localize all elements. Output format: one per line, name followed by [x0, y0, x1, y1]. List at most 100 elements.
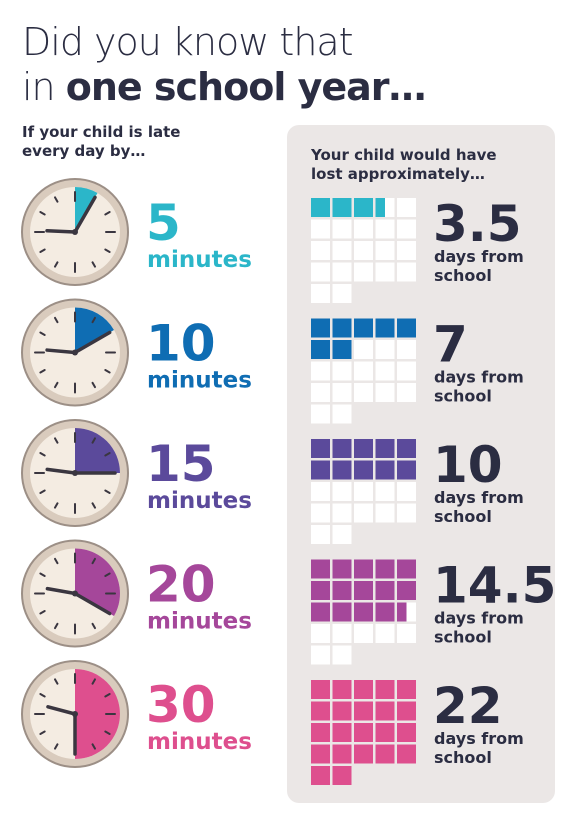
grid-cell	[311, 624, 330, 643]
grid-cell-filled	[311, 602, 330, 622]
grid-cell	[311, 219, 330, 239]
grid-cell	[397, 361, 416, 381]
minute-hand	[73, 591, 112, 616]
days-label: days from	[434, 368, 524, 387]
days-value: 10	[433, 436, 503, 494]
grid-cell-filled	[311, 766, 330, 785]
clock-tick	[91, 381, 96, 389]
grid-cell-filled	[375, 723, 395, 742]
grid-cell-filled	[354, 559, 373, 579]
clock-tick	[39, 489, 46, 494]
grid-cell	[332, 404, 352, 424]
grid-cell-filled	[332, 460, 352, 480]
grid-cell	[332, 525, 352, 544]
left-heading: every day by…	[22, 142, 145, 160]
grid-cell-filled	[311, 744, 330, 764]
left-heading: If your child is late	[22, 123, 180, 141]
days-value: 3.5	[433, 195, 522, 253]
grid-cell	[311, 284, 330, 303]
clock-tick	[54, 381, 59, 389]
minutes-label: minutes	[147, 609, 252, 635]
grid-cell-filled	[311, 680, 330, 699]
minutes-label: minutes	[147, 729, 252, 755]
days-fill	[311, 318, 416, 359]
days-fill	[311, 198, 385, 217]
minutes-value: 30	[146, 676, 216, 734]
grid-cell-filled	[332, 701, 352, 721]
grid-cell-filled	[375, 439, 395, 458]
clock-tick	[54, 261, 59, 268]
minutes-label: minutes	[147, 247, 252, 273]
clock-tick	[104, 248, 111, 253]
grid-cell-filled	[332, 723, 352, 742]
grid-cell-filled	[397, 460, 416, 480]
grid-cell	[311, 361, 330, 381]
grid-cell-filled	[311, 318, 330, 338]
grid-cell	[375, 383, 395, 402]
grid-cell-filled	[354, 581, 373, 600]
grid-cell-filled	[375, 680, 395, 699]
grid-cell-filled	[354, 680, 373, 699]
clock-tick	[91, 316, 96, 324]
clock-tick	[91, 622, 96, 630]
grid-cell-filled	[397, 602, 407, 622]
grid-cell	[397, 624, 416, 643]
grid-cell-filled	[354, 198, 373, 217]
grid-cell	[397, 262, 416, 282]
days-label: school	[434, 628, 492, 647]
grid-cell-filled	[332, 198, 352, 217]
clock-tick	[54, 557, 59, 565]
grid-cell	[311, 383, 330, 402]
grid-cell	[397, 503, 416, 523]
clock-pin	[72, 349, 78, 356]
title-prefix: in	[22, 65, 55, 109]
grid-cell-filled	[354, 701, 373, 721]
grid-cell-filled	[332, 340, 352, 359]
clock-wedge	[75, 669, 120, 759]
grid-cell	[354, 241, 373, 260]
clock-tick	[54, 502, 59, 509]
grid-cell	[332, 241, 352, 260]
clock-wedge	[75, 428, 120, 473]
grid-cell	[332, 219, 352, 239]
days-label: school	[434, 266, 492, 285]
grid-cell	[332, 361, 352, 381]
grid-cell	[332, 284, 352, 303]
grid-cell-filled	[311, 460, 330, 480]
days-label: days from	[434, 609, 524, 628]
days-fill	[311, 439, 416, 480]
grid-cell-filled	[311, 559, 330, 579]
grid-cell-filled	[375, 581, 395, 600]
grid-cell-filled	[375, 198, 385, 217]
grid-cell	[397, 219, 416, 239]
grid-cell	[397, 383, 416, 402]
clock-pin	[72, 590, 78, 597]
days-label: days from	[434, 247, 524, 266]
clock-tick	[54, 437, 59, 444]
clock-tick	[104, 369, 111, 374]
grid-cell	[375, 340, 395, 359]
grid-cell	[375, 503, 395, 523]
clock-tick	[54, 743, 59, 750]
grid-cell	[311, 241, 330, 260]
hour-hand	[45, 467, 77, 475]
clock-tick	[39, 693, 46, 698]
days-label: school	[434, 387, 492, 406]
minutes-value: 5	[146, 194, 181, 252]
minute-hand	[73, 195, 97, 234]
grid-cell-filled	[354, 602, 373, 622]
grid-cell	[375, 219, 395, 239]
grid-cell-filled	[397, 701, 416, 721]
days-label: school	[434, 507, 492, 526]
grid-cell-filled	[397, 439, 416, 458]
clock-tick	[104, 452, 111, 457]
grid-cell-filled	[375, 460, 395, 480]
grid-cell	[397, 340, 416, 359]
clock-tick	[39, 331, 46, 336]
clock-wedge	[75, 307, 114, 353]
grid-cell-filled	[311, 581, 330, 600]
right-heading: Your child would have	[310, 146, 497, 164]
grid-cell	[354, 219, 373, 239]
title-line: Did you know that	[22, 20, 353, 64]
